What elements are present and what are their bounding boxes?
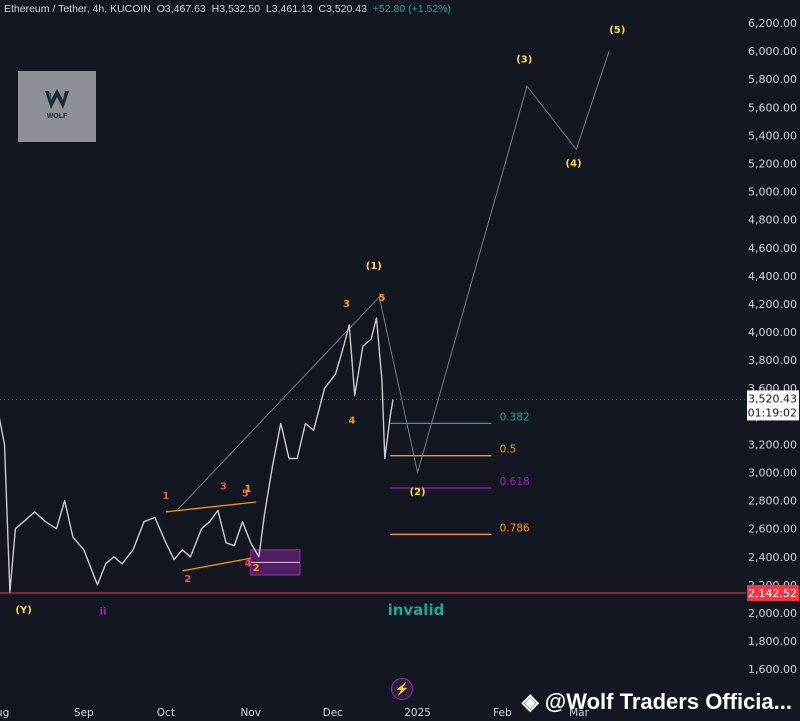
fib-level-label: 0.5 — [500, 444, 517, 456]
logo-text: WOLF — [47, 113, 68, 120]
close-value: C3,520.43 — [318, 3, 367, 15]
open-value: O3,467.63 — [156, 3, 206, 15]
wave-label: (Y) — [15, 605, 31, 616]
wave-label: (1) — [366, 261, 382, 272]
fib-level-label: 0.382 — [500, 411, 530, 423]
y-tick-label: 2,600.00 — [748, 523, 797, 536]
projection-path — [176, 50, 610, 511]
x-tick-label: Mar — [569, 707, 589, 719]
x-tick-label: Sep — [74, 707, 94, 719]
wave-label: (3) — [516, 54, 532, 65]
invalid-price-value: 2,142.52 — [748, 587, 797, 600]
x-tick-label: Dec — [323, 707, 344, 719]
wave-label: (5) — [609, 25, 625, 36]
y-tick-label: 5,000.00 — [748, 186, 797, 199]
y-tick-label: 2,000.00 — [748, 607, 797, 620]
watermark-text: ◈ @Wolf Traders Officia... — [521, 689, 792, 714]
wave-label: 4 — [348, 415, 355, 426]
wave-label: 2 — [253, 563, 260, 574]
x-tick-label: 2025 — [404, 707, 431, 719]
wave-label: 1 — [244, 484, 251, 495]
high-value: H3,532.50 — [211, 3, 261, 15]
current-price-tag — [747, 390, 799, 421]
wave-label: 3 — [343, 299, 350, 310]
countdown-value: 01:19:02 — [748, 406, 797, 419]
annotation-label: invalid — [388, 601, 445, 619]
y-tick-label: 1,800.00 — [748, 635, 797, 648]
y-tick-label: 4,000.00 — [748, 326, 797, 339]
invalid-price-tag — [747, 584, 799, 601]
price-series-line — [0, 317, 394, 593]
current-price-value: 3,520.43 — [748, 392, 797, 405]
wave-label: 5 — [242, 488, 249, 499]
wave-label: 4 — [244, 559, 251, 570]
y-tick-label: 5,800.00 — [748, 73, 797, 86]
y-tick-label: 3,800.00 — [748, 354, 797, 367]
y-tick-label: 4,400.00 — [748, 270, 797, 283]
binance-icon: ◈ — [521, 689, 539, 714]
wave-label: 1 — [162, 491, 169, 502]
y-tick-label: 4,800.00 — [748, 214, 797, 227]
wave-label: (2) — [410, 487, 426, 498]
wave-label: (4) — [565, 158, 581, 169]
y-tick-label: 3,200.00 — [748, 438, 797, 451]
y-tick-label: 4,200.00 — [748, 298, 797, 311]
x-tick-label: Nov — [240, 707, 261, 719]
x-tick-label: Oct — [157, 707, 175, 719]
low-value: L3,461.13 — [265, 3, 313, 15]
y-tick-label: 2,400.00 — [748, 551, 797, 564]
lightning-icon[interactable]: ⚡ — [391, 678, 413, 700]
wave-label: ii — [100, 606, 107, 617]
symbol-label: Ethereum / Tether, 4h, KUCOIN — [4, 3, 151, 15]
wolf-logo: WOLF — [18, 71, 96, 142]
wave-label: 5 — [379, 293, 386, 304]
y-tick-label: 2,800.00 — [748, 495, 797, 508]
change-value: +52.80 (+1.52%) — [372, 3, 452, 15]
y-tick-label: 1,600.00 — [748, 663, 797, 676]
trendline — [182, 557, 251, 572]
wave-label: 3 — [220, 481, 227, 492]
y-tick-label: 6,000.00 — [748, 45, 797, 58]
y-tick-label: 5,200.00 — [748, 157, 797, 170]
y-tick-label: 3,000.00 — [748, 467, 797, 480]
x-tick-label: Aug — [0, 707, 9, 719]
y-tick-label: 6,200.00 — [748, 17, 797, 30]
trendline — [165, 501, 257, 513]
fib-level-label: 0.786 — [500, 522, 530, 534]
x-tick-label: Feb — [493, 707, 512, 719]
y-tick-label: 4,600.00 — [748, 242, 797, 255]
fib-level-label: 0.618 — [500, 476, 530, 488]
y-tick-label: 5,600.00 — [748, 101, 797, 114]
chart-header: Ethereum / Tether, 4h, KUCOIN O3,467.63 … — [4, 3, 451, 15]
wave-label: 2 — [184, 574, 191, 585]
y-tick-label: 5,400.00 — [748, 129, 797, 142]
